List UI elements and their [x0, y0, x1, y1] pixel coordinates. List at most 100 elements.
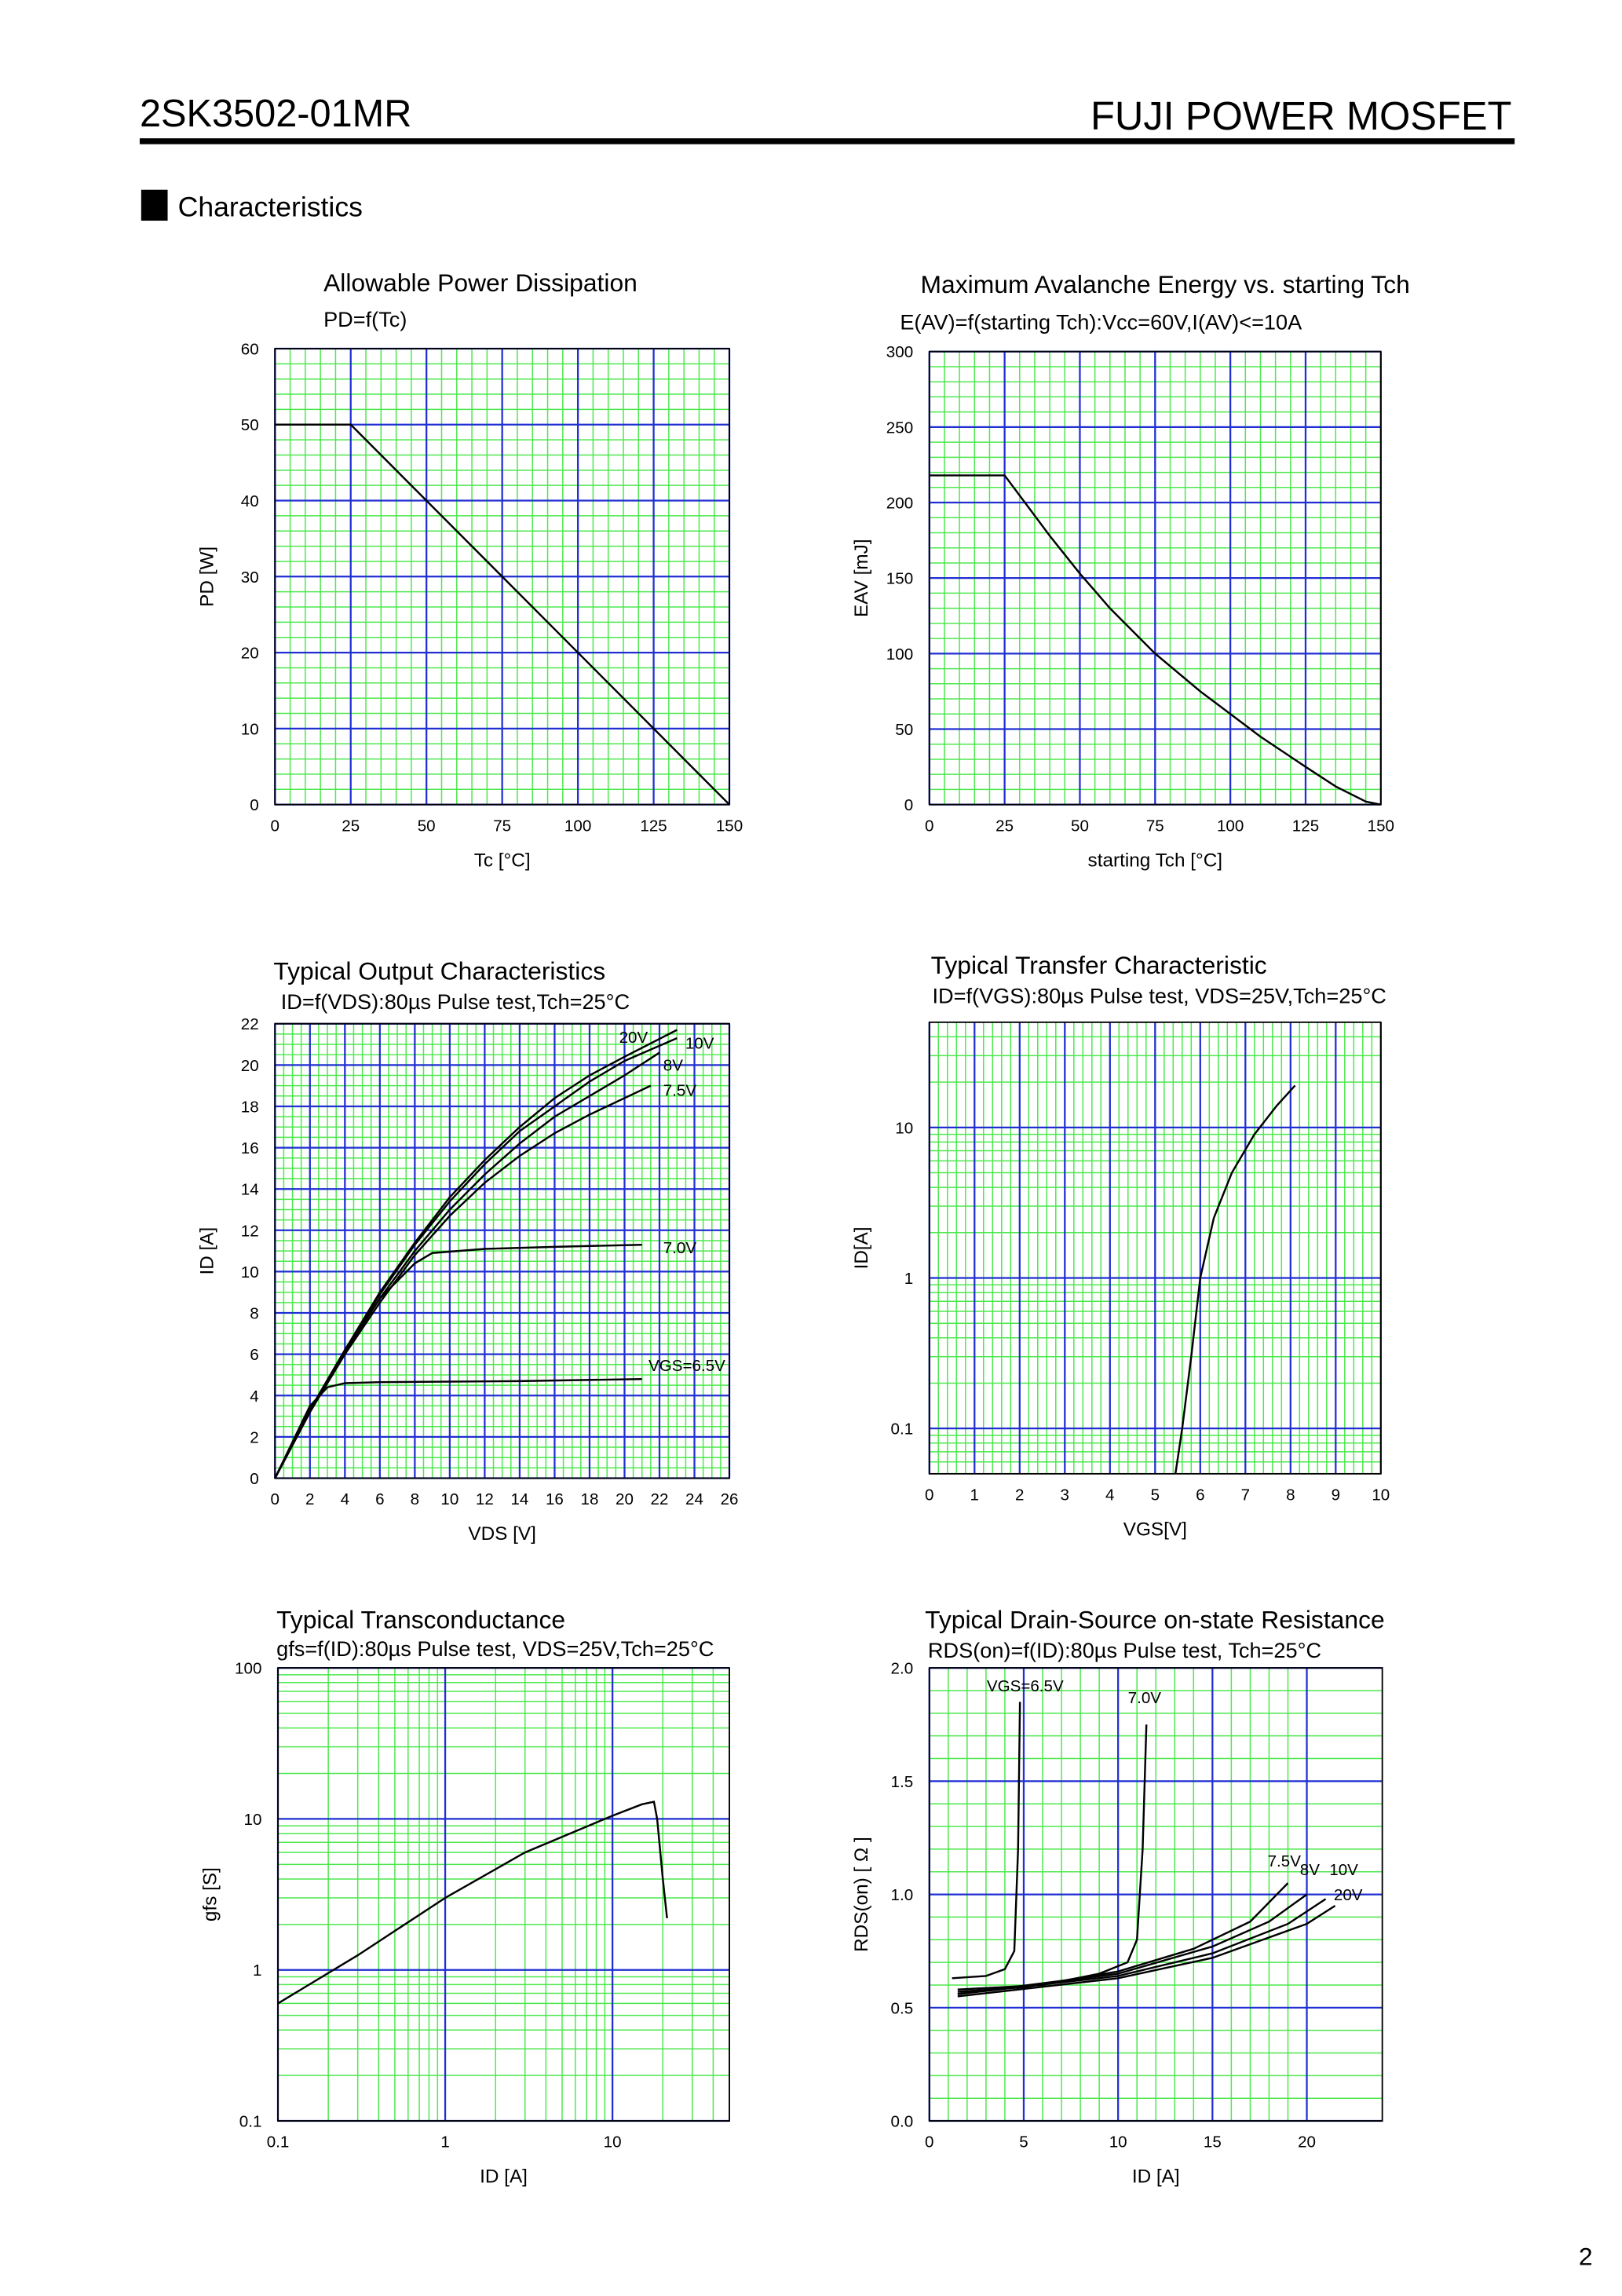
y-tick-label: 50	[895, 721, 913, 739]
y-axis-label: gfs [S]	[199, 1867, 221, 1921]
plot-background	[278, 1668, 730, 2122]
y-tick-label: 20	[241, 1057, 259, 1075]
y-tick-label: 0	[250, 796, 258, 814]
brand: FUJI POWER MOSFET	[1090, 93, 1512, 138]
plot-frame	[274, 348, 730, 806]
x-tick-label: 9	[1332, 1486, 1340, 1504]
chart-subtitle: ID=f(VGS):80µs Pulse test, VDS=25V,Tch=2…	[933, 984, 1386, 1008]
chart-title: Allowable Power Dissipation	[323, 269, 637, 297]
y-tick-label: 1.0	[891, 1886, 914, 1904]
x-tick-label: 22	[651, 1490, 669, 1508]
data-line	[274, 1084, 652, 1479]
x-tick-label: 50	[1071, 817, 1089, 835]
y-tick-label: 0.1	[239, 2113, 262, 2131]
y-tick-label: 60	[241, 340, 259, 358]
data-line	[957, 1893, 1308, 1995]
curve-label: 8V	[1300, 1861, 1320, 1879]
x-tick-label: 0	[271, 817, 279, 835]
x-tick-label: 100	[564, 817, 591, 835]
y-tick-label: 0	[904, 796, 913, 814]
y-axis-label: PD [W]	[197, 547, 218, 607]
chart: 0 1 2 3 4 5 6 7 8 9 10 0.1 1 10 Typical Transfer Chara…	[851, 951, 1390, 1541]
y-tick-label: 20	[241, 645, 259, 663]
y-axis-label: RDS(on) [ Ω ]	[851, 1837, 872, 1952]
y-tick-label: 200	[886, 495, 913, 513]
curve-label: 7.5V	[1268, 1852, 1302, 1870]
x-tick-label: 10	[440, 1490, 458, 1508]
curve-label: 20V	[1334, 1886, 1363, 1904]
data-line	[957, 1898, 1327, 1995]
plot-frame	[928, 1667, 1383, 2122]
x-tick-label: 4	[341, 1490, 349, 1508]
y-tick-label: 1	[253, 1961, 261, 1980]
y-axis-label: EAV [mJ]	[851, 539, 872, 617]
section-title: Characteristics	[178, 191, 363, 222]
data-line	[929, 474, 1382, 806]
curve-label: 7.0V	[1128, 1689, 1162, 1707]
y-tick-label: 2	[250, 1428, 258, 1446]
plot-frame	[928, 1021, 1382, 1475]
chart-title: Typical Drain-Source on-state Resistance	[925, 1606, 1385, 1634]
data-line	[277, 1801, 668, 2005]
y-tick-label: 18	[241, 1098, 259, 1116]
curve-label: 10V	[685, 1035, 714, 1053]
x-tick-label: 75	[493, 817, 511, 835]
data-line	[1174, 1084, 1296, 1475]
y-tick-label: 0.5	[891, 1999, 914, 2017]
y-axis-label: ID[A]	[851, 1227, 872, 1269]
y-tick-label: 1	[904, 1270, 913, 1288]
curve-label: 7.0V	[663, 1239, 697, 1257]
x-tick-label: 14	[510, 1490, 528, 1508]
header-rule	[139, 138, 1515, 144]
y-tick-label: 250	[886, 419, 913, 437]
y-tick-label: 12	[241, 1222, 259, 1240]
x-tick-label: 8	[1286, 1486, 1295, 1504]
y-tick-label: 50	[241, 416, 259, 434]
chart-title: Maximum Avalanche Energy vs. starting Tc…	[921, 270, 1410, 298]
x-tick-label: 5	[1151, 1486, 1160, 1504]
y-tick-label: 0.1	[891, 1420, 914, 1439]
chart-title: Typical Transfer Characteristic	[931, 951, 1267, 979]
chart-subtitle: PD=f(Tc)	[323, 307, 407, 331]
chart-subtitle: E(AV)=f(starting Tch):Vcc=60V,I(AV)<=10A	[900, 310, 1302, 335]
page-number: 2	[1579, 2243, 1593, 2271]
x-axis-label: ID [A]	[480, 2166, 528, 2188]
y-tick-label: 1.5	[891, 1773, 914, 1791]
x-tick-label: 7	[1241, 1486, 1250, 1504]
curve-label: VGS=6.5V	[987, 1677, 1064, 1695]
y-axis-label: ID [A]	[197, 1227, 218, 1275]
x-tick-label: 125	[1292, 817, 1319, 835]
y-tick-label: 8	[250, 1305, 258, 1323]
chart-subtitle: gfs=f(ID):80µs Pulse test, VDS=25V,Tch=2…	[276, 1636, 714, 1661]
y-tick-label: 30	[241, 569, 259, 587]
chart: 0 25 50 75 100 125 150 0 10 20 30 40 50 60 Allowable P…	[197, 269, 743, 871]
data-line	[274, 1244, 642, 1479]
x-tick-label: 6	[1196, 1486, 1204, 1504]
x-axis-label: ID [A]	[1132, 2166, 1180, 2188]
x-axis-label: starting Tch [°C]	[1088, 850, 1223, 871]
y-tick-label: 14	[241, 1181, 259, 1199]
x-tick-label: 25	[342, 817, 360, 835]
curve-label: 10V	[1329, 1861, 1358, 1879]
y-tick-label: 40	[241, 492, 259, 510]
x-tick-label: 10	[1109, 2133, 1127, 2152]
x-tick-label: 15	[1204, 2133, 1222, 2152]
y-tick-label: 6	[250, 1346, 258, 1364]
part-number: 2SK3502-01MR	[140, 93, 411, 135]
y-tick-label: 2.0	[891, 1660, 914, 1678]
y-tick-label: 10	[243, 1811, 261, 1829]
data-line	[957, 1904, 1336, 1998]
x-tick-label: 12	[476, 1490, 494, 1508]
x-tick-label: 5	[1019, 2133, 1028, 2152]
chart: 0 2 4 6 8 10 12 14 16 18 20 22 24 2602468101214161820…	[197, 957, 739, 1545]
x-tick-label: 100	[1217, 817, 1244, 835]
x-tick-label: 0	[925, 1486, 933, 1504]
x-tick-label: 150	[716, 817, 743, 835]
x-tick-label: 8	[411, 1490, 419, 1508]
x-tick-label: 2	[305, 1490, 314, 1508]
x-tick-label: 20	[1298, 2133, 1316, 2152]
x-tick-label: 50	[418, 817, 436, 835]
